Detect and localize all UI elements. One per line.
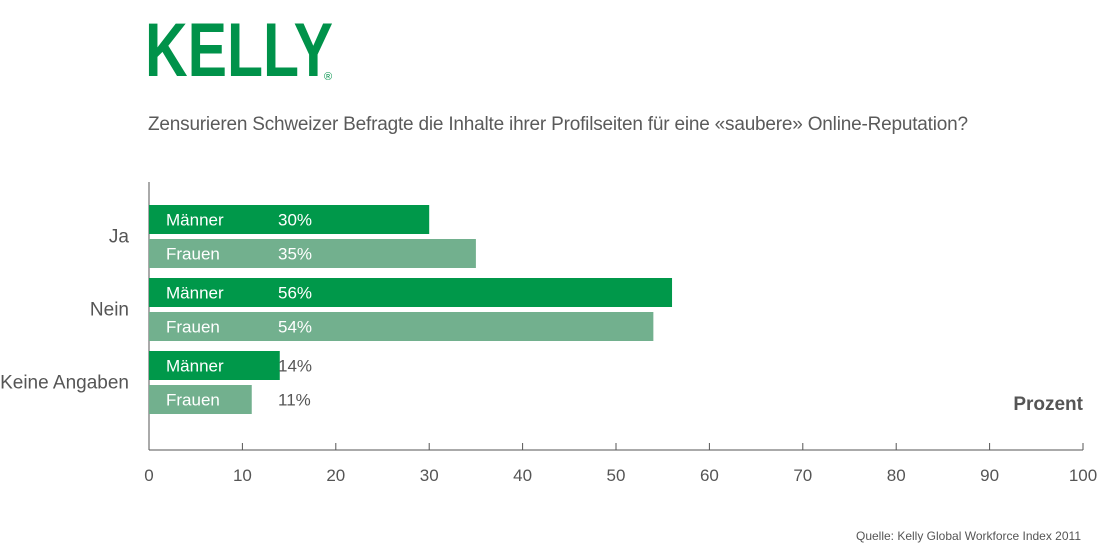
kelly-logo: KELLY ® [145,10,333,82]
kelly-logo-registered-mark: ® [324,71,332,82]
kelly-logo-text: KELLY [145,10,333,82]
bar-value-label-0-2: 14% [278,357,312,376]
category-label-1: Nein [90,300,129,321]
x-tick-label-30: 30 [420,466,439,485]
bar-männer-1 [149,278,673,307]
x-axis-label: Prozent [1013,394,1083,415]
bar-frauen-1 [149,312,654,341]
bar-value-label-1-0: 35% [278,245,312,264]
x-tick-label-90: 90 [980,466,999,485]
bar-series-label-1-0: Frauen [166,245,220,264]
bar-series-label-1-2: Frauen [166,391,220,410]
category-label-2: Keine Angaben [0,373,129,394]
bar-value-label-0-0: 30% [278,211,312,230]
x-tick-label-80: 80 [887,466,906,485]
bar-männer-2 [149,351,280,380]
bar-value-label-1-1: 54% [278,318,312,337]
category-label-0: Ja [109,227,130,248]
x-tick-label-70: 70 [793,466,812,485]
bar-value-label-1-2: 11% [278,391,311,410]
x-tick-label-50: 50 [607,466,626,485]
bar-value-label-0-1: 56% [278,284,312,303]
bar-series-label-1-1: Frauen [166,318,220,337]
x-tick-label-10: 10 [233,466,252,485]
x-tick-label-60: 60 [700,466,719,485]
bar-frauen-0 [149,239,476,268]
bar-frauen-2 [149,385,252,414]
bar-series-label-0-2: Männer [166,357,224,376]
source-note: Quelle: Kelly Global Workforce Index 201… [855,529,1081,543]
chart-title: Zensurieren Schweizer Befragte die Inhal… [148,114,968,135]
bar-series-label-0-0: Männer [166,211,224,230]
x-tick-label-40: 40 [513,466,532,485]
x-tick-label-0: 0 [144,466,153,485]
bar-männer-0 [149,205,430,234]
x-tick-label-20: 20 [326,466,345,485]
bar-series-label-0-1: Männer [166,284,224,303]
x-tick-label-100: 100 [1069,466,1097,485]
